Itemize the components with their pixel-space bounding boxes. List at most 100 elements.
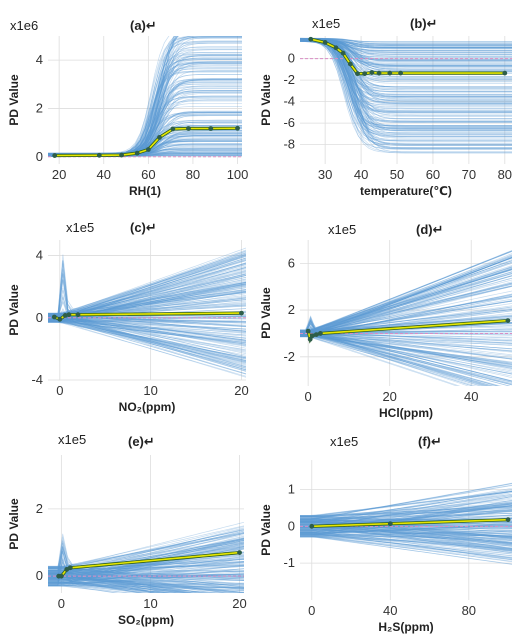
ice-curve [300, 267, 512, 335]
ice-curve [300, 487, 512, 525]
ice-curve [48, 320, 246, 337]
ice-curve [300, 40, 512, 63]
ice-curve [300, 336, 512, 351]
ice-curve [300, 518, 512, 533]
ice-curve [48, 280, 246, 317]
ice-curve [300, 259, 512, 337]
ice-curve [48, 578, 184, 593]
ice-curve [48, 583, 244, 586]
ice-curve [48, 317, 246, 347]
y-tick-label: 1 [288, 481, 295, 496]
ice-curve [300, 250, 512, 333]
ice-curve [48, 279, 246, 370]
ice-curve [300, 491, 512, 517]
x-tick-label: 20 [232, 596, 246, 611]
ice-curves [300, 482, 512, 565]
ice-curve [300, 529, 512, 537]
ice-curve [300, 40, 512, 107]
ice-curve [48, 315, 246, 345]
pd-point [62, 313, 68, 318]
ice-curve [300, 331, 512, 356]
ice-curve [300, 328, 512, 336]
ice-curve [300, 307, 512, 333]
x-tick-label: 40 [97, 167, 111, 182]
ice-curve [300, 333, 512, 386]
ice-curve [300, 520, 512, 539]
ice-curve [300, 529, 512, 551]
pd-point [362, 71, 368, 77]
x-tick-label: 0 [305, 389, 312, 404]
x-tick-label: 20 [234, 383, 248, 398]
ice-curve [300, 525, 512, 533]
pd-point [170, 126, 176, 132]
ice-curve [48, 272, 246, 315]
panel-label: (c)↵ [130, 220, 157, 235]
x-tick-label: 40 [464, 389, 478, 404]
ice-curve [300, 534, 512, 536]
ice-curve [48, 555, 244, 584]
ice-curve [300, 332, 511, 386]
ice-curve [300, 530, 512, 549]
ice-curve [300, 523, 512, 529]
ice-curve [48, 537, 244, 575]
ice-curve [48, 318, 246, 331]
ice-curve [48, 310, 246, 354]
ice-curve [300, 38, 512, 114]
ice-curve [300, 334, 512, 350]
ice-curve [300, 532, 512, 535]
ice-curve [48, 576, 244, 593]
ice-curve [300, 509, 512, 516]
ice-curve [300, 37, 512, 80]
ice-curve [300, 38, 512, 132]
pd-point [309, 333, 315, 339]
pd-point [66, 312, 72, 318]
ice-curve [300, 336, 512, 346]
y-tick-label: 0 [36, 568, 43, 583]
ice-curve [48, 559, 244, 571]
ice-curve [48, 319, 246, 351]
ice-curve [300, 39, 512, 132]
ice-curve [48, 571, 244, 593]
pd-point [51, 314, 57, 320]
ice-curve [300, 490, 512, 517]
ice-curve [48, 259, 246, 317]
ice-curve [300, 38, 512, 49]
ice-curve [48, 317, 246, 362]
ice-curve [300, 39, 512, 99]
pd-point [505, 517, 511, 523]
ice-curve [300, 40, 512, 84]
ice-curve [48, 320, 246, 360]
ice-curve [48, 112, 242, 155]
ice-curve [300, 516, 512, 543]
ice-curve [300, 39, 512, 98]
ice-curve [48, 292, 246, 314]
ice-curve [48, 568, 189, 593]
ice-curve [300, 269, 512, 332]
ice-curve [48, 281, 246, 315]
ice-curve [48, 536, 244, 579]
ice-curve [48, 251, 246, 315]
ice-curve [300, 38, 512, 134]
ice-curve [300, 514, 512, 526]
ice-curve [300, 39, 512, 149]
ice-curve [300, 300, 512, 335]
ice-curve [48, 318, 246, 361]
ice-curve [300, 39, 512, 61]
ice-curve [300, 305, 512, 335]
ice-curve [300, 41, 512, 127]
ice-curve [300, 40, 512, 55]
ice-curve [48, 568, 244, 580]
ice-curve [300, 268, 512, 332]
ice-curve [300, 39, 512, 119]
ice-curve [300, 484, 512, 519]
ice-curve [48, 269, 246, 319]
ice-curve [300, 275, 512, 335]
ice-curve [48, 317, 246, 368]
ice-curve [48, 264, 246, 317]
ice-curve [300, 275, 512, 337]
ice-curve [48, 290, 246, 314]
ice-curve [48, 576, 244, 589]
ice-curve [48, 254, 246, 316]
ice-curve [48, 582, 244, 587]
ice-curve [300, 530, 512, 561]
